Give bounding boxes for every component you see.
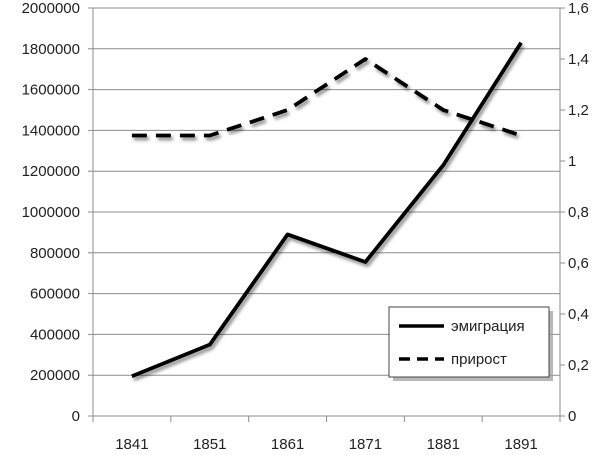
left-tick-label: 1600000 bbox=[22, 82, 80, 99]
x-tick-label: 1871 bbox=[349, 436, 382, 453]
left-tick-label: 0 bbox=[72, 408, 80, 425]
x-tick-label: 1851 bbox=[193, 436, 226, 453]
right-tick-label: 0,6 bbox=[568, 255, 589, 272]
left-tick-label: 1800000 bbox=[22, 41, 80, 58]
left-axis-ticks: 0 200000 400000 600000 800000 1000000 1200000 1… bbox=[22, 0, 80, 425]
right-tick-label: 0,8 bbox=[568, 204, 589, 221]
right-tick-label: 1 bbox=[568, 153, 576, 170]
left-tick-label: 1200000 bbox=[22, 163, 80, 180]
right-tick-label: 1,2 bbox=[568, 102, 589, 119]
x-tick-label: 1861 bbox=[271, 436, 304, 453]
legend-box bbox=[388, 306, 550, 378]
left-tick-label: 1000000 bbox=[22, 204, 80, 221]
right-axis-ticks: 0 0,2 0,4 0,6 0,8 1 1,2 1,4 1,6 bbox=[568, 0, 589, 425]
x-tick-label: 1881 bbox=[427, 436, 460, 453]
series-line-growth bbox=[131, 57, 522, 138]
x-tick-label: 1891 bbox=[504, 436, 537, 453]
right-tick-label: 0,2 bbox=[568, 357, 589, 374]
legend: эмиграция прирост bbox=[388, 306, 553, 381]
x-axis-ticks: 1841 1851 1861 1871 1881 1891 bbox=[115, 436, 538, 453]
left-tick-label: 1400000 bbox=[22, 122, 80, 139]
left-tick-label: 400000 bbox=[30, 326, 80, 343]
right-tick-label: 1,4 bbox=[568, 51, 589, 68]
left-tick-label: 200000 bbox=[30, 367, 80, 384]
right-tick-label: 0 bbox=[568, 408, 576, 425]
right-tick-label: 0,4 bbox=[568, 306, 589, 323]
series-layer bbox=[131, 41, 523, 378]
gridlines bbox=[93, 7, 560, 417]
x-tick-label: 1841 bbox=[115, 436, 148, 453]
legend-label-emigration: эмиграция bbox=[451, 318, 525, 335]
series-line-emigration bbox=[131, 41, 523, 378]
axes bbox=[88, 7, 565, 422]
left-tick-label: 2000000 bbox=[22, 0, 80, 17]
left-tick-label: 800000 bbox=[30, 245, 80, 262]
right-tick-label: 1,6 bbox=[568, 0, 589, 17]
legend-label-growth: прирост bbox=[451, 351, 507, 368]
left-tick-label: 600000 bbox=[30, 286, 80, 303]
